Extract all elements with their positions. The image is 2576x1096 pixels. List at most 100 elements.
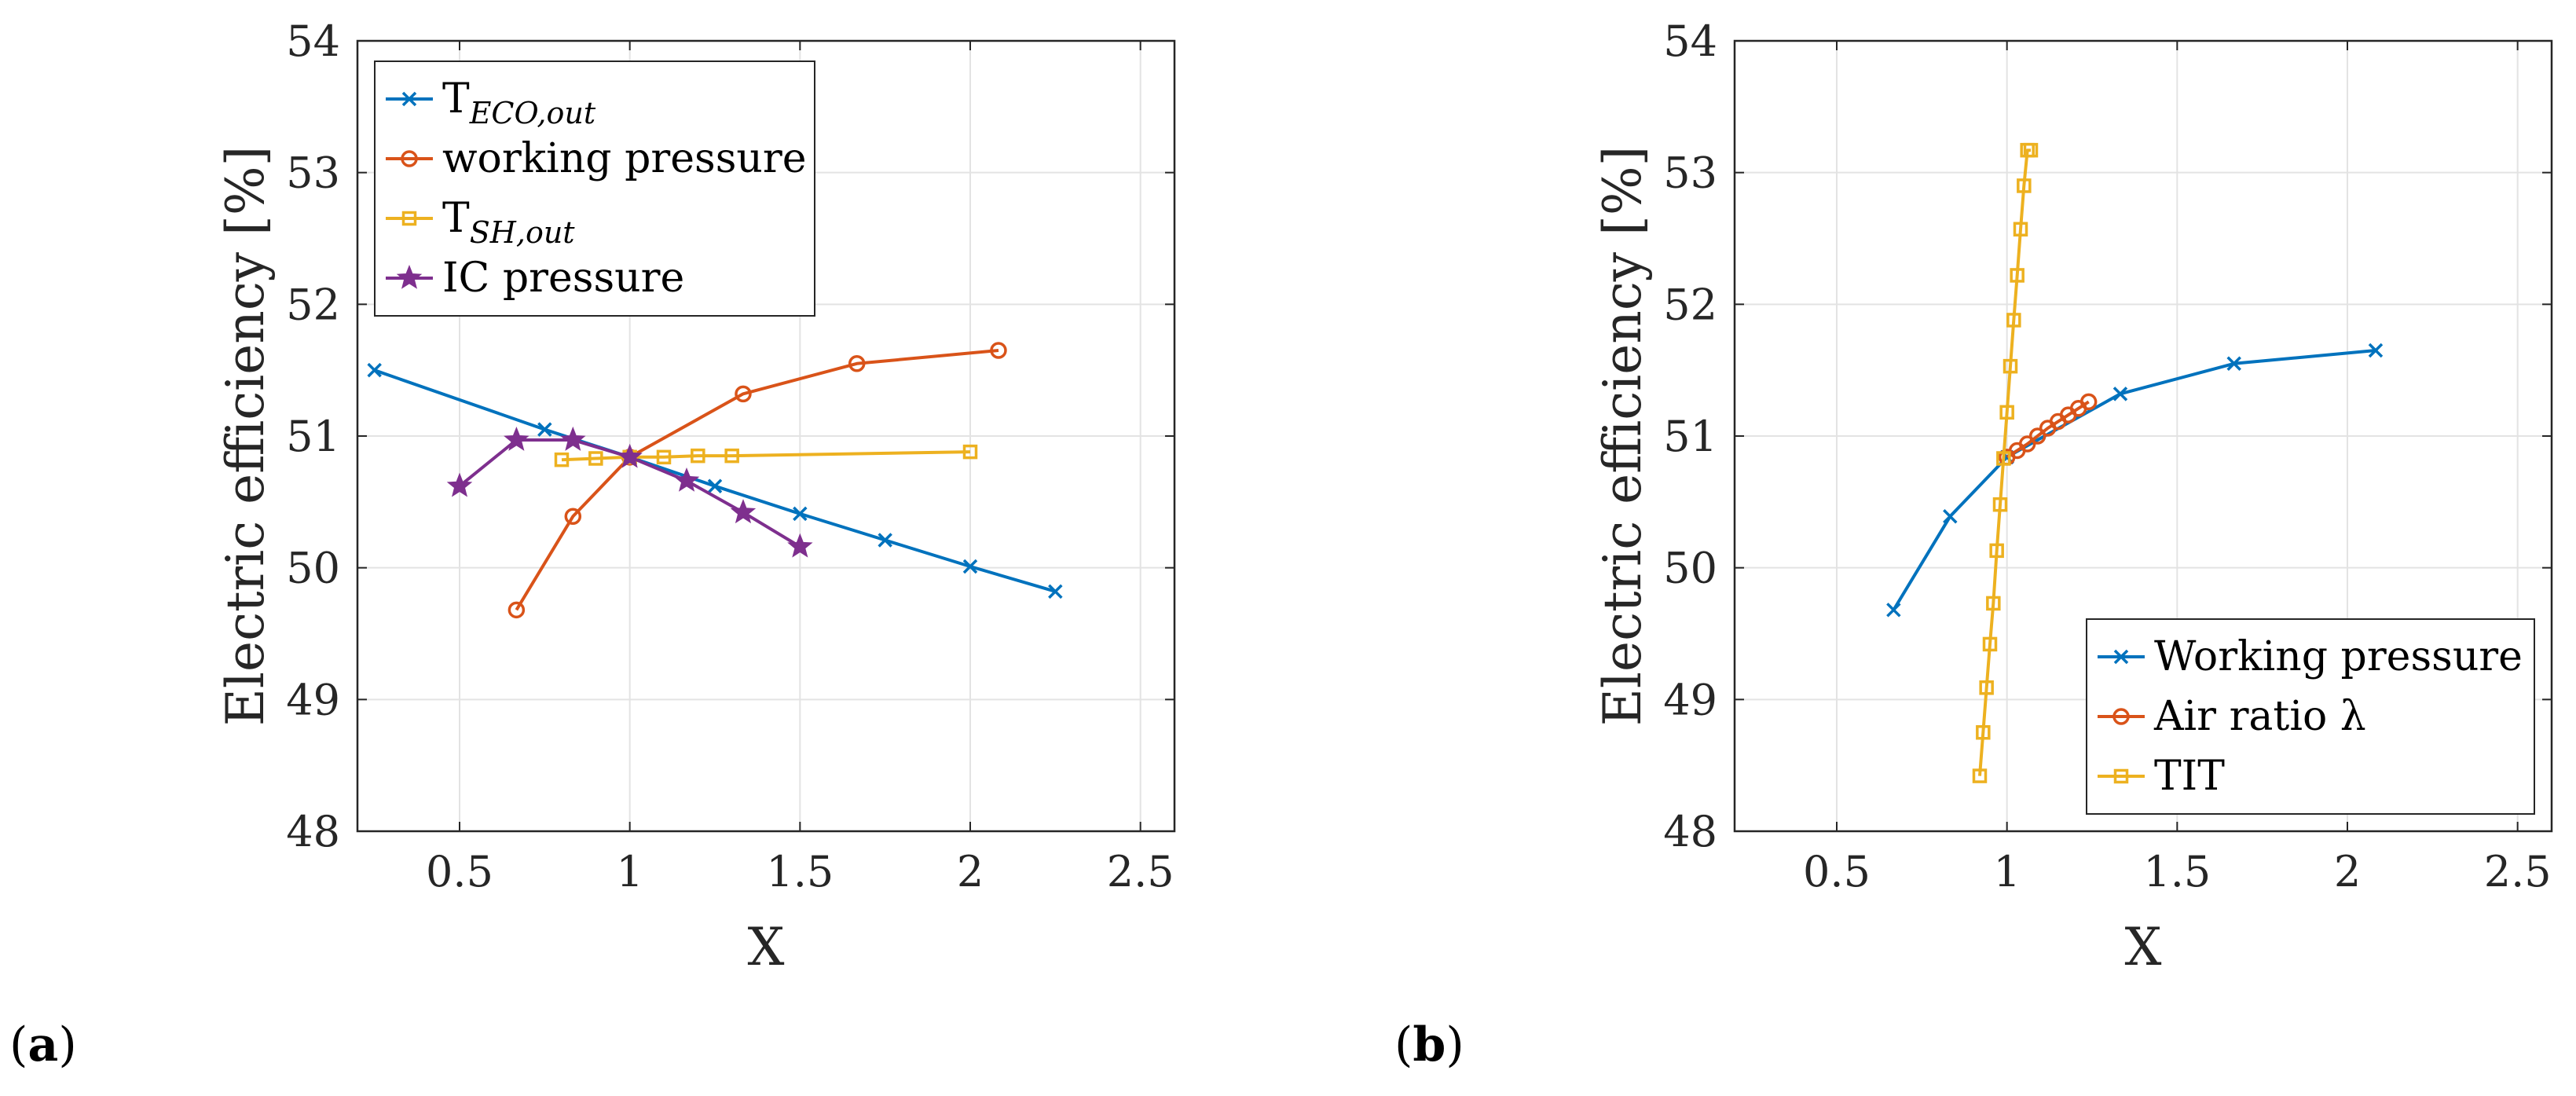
legend-label: TIT <box>2154 753 2225 800</box>
chart-panel-a: 48 49 50 51 52 53 54 0.5 1 1.5 2 2.5 X Electric effic… <box>9 16 1176 1072</box>
data-point <box>730 499 757 524</box>
y-tick-label: 48 <box>286 807 340 856</box>
y-tick-label: 49 <box>1663 675 1717 724</box>
data-point <box>735 385 752 403</box>
y-tick-label: 53 <box>1663 148 1717 198</box>
x-tick-label: 2 <box>2334 847 2361 896</box>
legend-box <box>374 60 815 317</box>
panel-label: (a) <box>9 1017 77 1072</box>
data-point <box>1972 768 1988 783</box>
legend-marker <box>2113 649 2129 665</box>
data-point <box>554 452 570 467</box>
y-tick-label: 52 <box>1663 280 1717 329</box>
data-point <box>691 448 705 464</box>
y-tick-label: 51 <box>286 412 340 461</box>
legend-label: TSH,out <box>442 195 575 250</box>
series-line <box>561 450 971 462</box>
y-tick-label: 51 <box>1663 412 1717 461</box>
data-point <box>2010 268 2025 283</box>
data-point <box>1999 405 2014 420</box>
legend-box <box>2086 618 2535 815</box>
y-tick-label: 53 <box>286 148 340 198</box>
x-tick-label: 2.5 <box>1107 847 1174 896</box>
data-point <box>1979 680 1994 695</box>
legend-entry: TIT <box>2098 753 2225 800</box>
legend-entry: Working pressure <box>2098 633 2523 680</box>
x-tick-label: 1 <box>1993 847 2020 896</box>
panel-label: (b) <box>1394 1017 1464 1072</box>
data-point <box>2006 313 2021 328</box>
x-tick-label: 1 <box>616 847 643 896</box>
data-point <box>673 467 700 492</box>
y-tick-label: 48 <box>1663 807 1717 856</box>
legend-entry: TECO,out <box>386 75 596 130</box>
data-point <box>707 478 723 493</box>
legend-entry: TSH,out <box>386 195 575 250</box>
data-point <box>446 472 473 497</box>
legend-entry: working pressure <box>386 135 807 182</box>
data-point <box>793 506 808 522</box>
y-tick-label: 52 <box>286 280 340 329</box>
legend-marker <box>401 91 417 107</box>
data-point <box>990 342 1007 359</box>
x-tick-label: 0.5 <box>426 847 493 896</box>
y-tick-label: 54 <box>286 16 340 66</box>
data-point <box>724 448 739 464</box>
series-3 <box>1972 142 2039 783</box>
x-axis-label: X <box>2125 917 2162 977</box>
series-line <box>1978 148 2031 776</box>
legend-marker <box>2112 708 2130 725</box>
x-tick-label: 2 <box>957 847 984 896</box>
x-tick-label: 0.5 <box>1803 847 1871 896</box>
data-point <box>2023 142 2039 158</box>
x-tick-label: 1.5 <box>2143 847 2211 896</box>
data-point <box>848 355 866 372</box>
data-point <box>878 533 892 548</box>
legend-marker <box>401 211 417 226</box>
data-point <box>504 426 529 451</box>
data-point <box>1943 509 1958 524</box>
legend-entry: IC pressure <box>386 255 684 302</box>
y-tick-label: 54 <box>1663 16 1717 66</box>
y-tick-label: 50 <box>1663 544 1717 593</box>
legend-label: TECO,out <box>442 75 596 130</box>
data-point <box>962 559 978 574</box>
data-point <box>2079 393 2098 411</box>
data-point <box>787 533 813 558</box>
data-point <box>588 451 603 466</box>
legend-entry: Air ratio λ <box>2098 693 2366 740</box>
data-point <box>2013 222 2028 237</box>
data-point <box>2112 387 2128 401</box>
data-point <box>2017 178 2032 193</box>
data-point <box>367 362 382 378</box>
data-point <box>1986 596 2001 611</box>
axes-box <box>356 39 1176 833</box>
series-2 <box>1998 393 2098 466</box>
data-point <box>1996 451 2011 466</box>
legend: TECO,out working pressure TSH,out IC pressu… <box>374 60 815 317</box>
x-tick-label: 2.5 <box>2484 847 2552 896</box>
data-point <box>656 449 672 465</box>
data-point <box>1982 636 1998 652</box>
axes-box <box>1733 39 2553 833</box>
x-axis-label: X <box>748 917 785 977</box>
data-point <box>1048 584 1063 599</box>
legend-marker <box>2113 768 2129 784</box>
legend-label: Working pressure <box>2154 633 2523 680</box>
y-axis-label: Electric efficiency [%] <box>215 146 276 727</box>
data-point <box>962 444 978 460</box>
legend-label: IC pressure <box>442 255 684 302</box>
legend-label: working pressure <box>442 135 807 182</box>
data-point <box>564 508 582 526</box>
data-point <box>2368 343 2384 358</box>
data-point <box>2003 358 2018 374</box>
legend-label: Air ratio λ <box>2153 693 2366 740</box>
data-point <box>2226 356 2241 372</box>
data-point <box>1886 603 1901 618</box>
data-point <box>617 443 643 468</box>
legend-marker <box>396 264 423 289</box>
data-point <box>508 601 526 619</box>
legend: Working pressure Air ratio λ TIT <box>2086 618 2535 815</box>
data-point <box>537 422 552 437</box>
y-tick-label: 50 <box>286 544 340 593</box>
